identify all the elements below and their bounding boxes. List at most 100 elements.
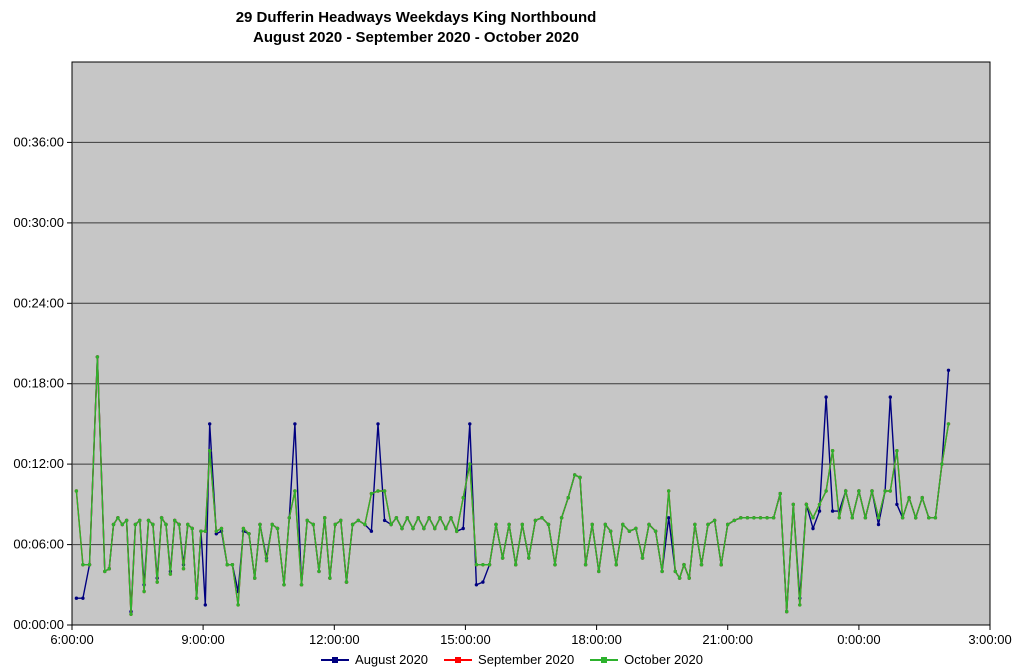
legend-label-september: September 2020 [478, 652, 575, 667]
data-point-october-2020 [225, 563, 229, 567]
y-axis-label: 00:36:00 [13, 134, 64, 149]
data-point-october-2020 [236, 603, 240, 607]
data-point-october-2020 [328, 576, 332, 580]
data-point-october-2020 [416, 516, 420, 520]
data-point-october-2020 [621, 522, 625, 527]
data-point-october-2020 [461, 496, 465, 500]
data-point-october-2020 [677, 576, 682, 580]
data-point-august-2020 [895, 502, 899, 507]
y-axis-label: 00:30:00 [13, 215, 64, 230]
data-point-october-2020 [660, 569, 664, 574]
data-point-october-2020 [804, 502, 809, 507]
data-point-october-2020 [863, 516, 868, 520]
data-point-october-2020 [712, 518, 717, 523]
data-point-october-2020 [116, 516, 120, 520]
data-point-october-2020 [811, 516, 815, 520]
data-point-october-2020 [168, 572, 173, 576]
data-point-october-2020 [133, 522, 138, 527]
x-axis-label: 15:00:00 [440, 632, 491, 647]
data-point-october-2020 [566, 496, 570, 500]
data-point-october-2020 [219, 526, 224, 531]
data-point-october-2020 [81, 563, 85, 567]
data-point-october-2020 [830, 449, 835, 453]
data-point-august-2020 [214, 532, 218, 536]
data-point-october-2020 [369, 491, 374, 496]
data-point-october-2020 [791, 502, 795, 507]
data-point-october-2020 [837, 516, 841, 520]
data-point-october-2020 [507, 522, 511, 527]
data-point-october-2020 [883, 489, 887, 493]
data-point-october-2020 [344, 580, 349, 584]
data-point-october-2020 [247, 532, 251, 536]
data-point-october-2020 [120, 522, 125, 527]
data-point-august-2020 [468, 422, 472, 426]
data-point-october-2020 [553, 563, 557, 567]
data-point-october-2020 [785, 609, 789, 614]
data-point-october-2020 [500, 556, 505, 560]
data-point-october-2020 [895, 449, 899, 453]
data-point-october-2020 [634, 526, 638, 531]
data-point-october-2020 [159, 516, 164, 520]
data-point-october-2020 [857, 489, 861, 493]
data-point-october-2020 [282, 583, 286, 587]
data-point-october-2020 [627, 529, 632, 533]
data-point-october-2020 [900, 516, 905, 520]
data-point-october-2020 [253, 576, 257, 580]
data-point-october-2020 [933, 516, 938, 520]
data-point-october-2020 [682, 563, 686, 567]
data-point-october-2020 [339, 518, 343, 523]
plot-area [71, 61, 991, 626]
data-point-october-2020 [363, 522, 367, 527]
data-point-october-2020 [311, 522, 315, 527]
data-point-october-2020 [597, 569, 601, 574]
data-point-october-2020 [907, 496, 911, 500]
data-point-august-2020 [946, 368, 951, 372]
data-point-october-2020 [199, 529, 203, 533]
data-point-october-2020 [824, 489, 828, 493]
data-point-october-2020 [771, 516, 776, 520]
data-point-october-2020 [573, 473, 577, 477]
y-axis-label: 00:12:00 [13, 456, 64, 471]
data-point-august-2020 [876, 522, 881, 527]
data-point-october-2020 [850, 516, 854, 520]
data-point-october-2020 [687, 576, 691, 580]
x-axis-label: 0:00:00 [837, 632, 880, 647]
data-point-august-2020 [382, 518, 387, 523]
data-point-august-2020 [461, 526, 465, 531]
data-point-october-2020 [514, 563, 518, 567]
x-axis-label: 6:00:00 [50, 632, 93, 647]
data-point-october-2020 [914, 516, 918, 520]
y-axis-label: 00:24:00 [13, 295, 64, 310]
data-point-october-2020 [258, 522, 262, 527]
legend-marker-august [332, 656, 339, 663]
data-point-october-2020 [520, 522, 524, 527]
data-point-october-2020 [468, 462, 472, 466]
data-point-october-2020 [95, 355, 100, 359]
data-point-october-2020 [876, 516, 881, 520]
data-point-october-2020 [444, 526, 448, 531]
data-point-august-2020 [369, 529, 374, 533]
data-point-october-2020 [693, 522, 697, 527]
legend-marker-october [601, 656, 608, 663]
legend-sample-september-line [444, 656, 473, 663]
data-point-october-2020 [214, 529, 218, 533]
data-point-october-2020 [578, 475, 582, 480]
data-point-october-2020 [614, 563, 618, 567]
data-point-october-2020 [389, 522, 393, 527]
data-point-october-2020 [920, 496, 924, 500]
data-point-october-2020 [559, 516, 564, 520]
data-point-october-2020 [527, 556, 531, 560]
data-point-october-2020 [758, 516, 763, 520]
data-point-october-2020 [590, 522, 594, 527]
data-point-october-2020 [299, 583, 304, 587]
data-point-october-2020 [739, 516, 743, 520]
data-point-october-2020 [382, 489, 387, 493]
x-axis-label: 12:00:00 [309, 632, 360, 647]
data-point-august-2020 [667, 516, 671, 520]
data-point-october-2020 [653, 529, 658, 533]
chart-title-line1: 29 Dufferin Headways Weekdays King North… [235, 9, 597, 26]
data-point-october-2020 [111, 522, 116, 527]
data-point-october-2020 [946, 422, 951, 426]
data-point-october-2020 [798, 603, 802, 607]
